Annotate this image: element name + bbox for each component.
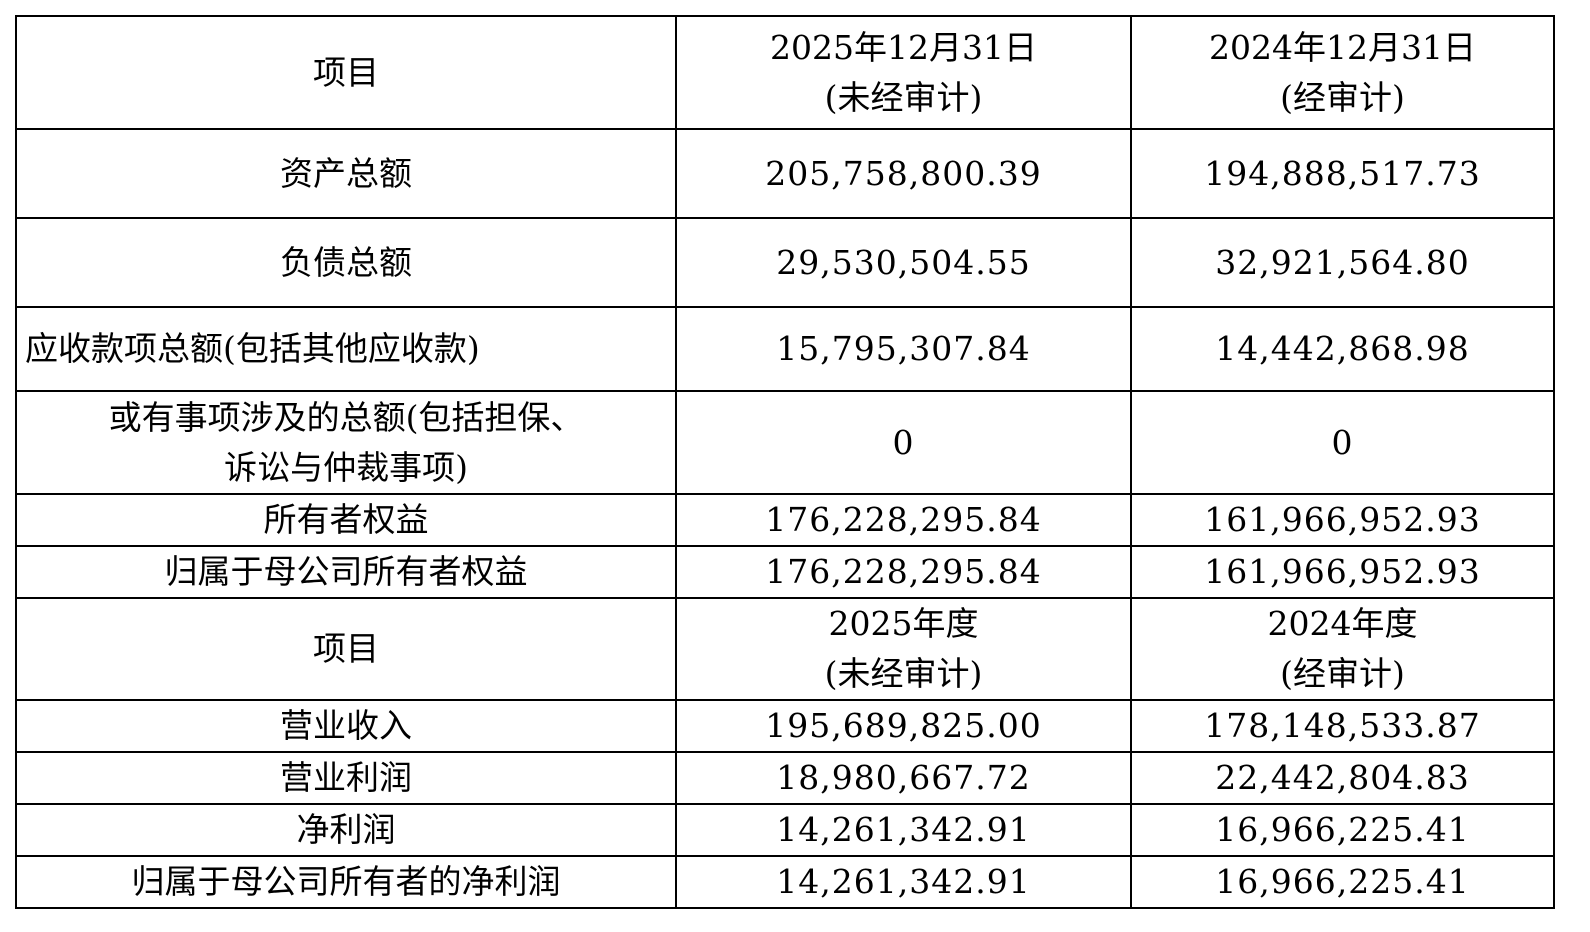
row-label: 营业利润	[15, 751, 677, 805]
value-2024: 0	[1130, 390, 1555, 495]
table-row: 负债总额 29,530,504.55 32,921,564.80	[15, 217, 1555, 308]
header-2025: 2025年12月31日 (未经审计)	[675, 15, 1132, 130]
header-2025: 2025年度 (未经审计)	[675, 597, 1132, 701]
table-row: 所有者权益 176,228,295.84 161,966,952.93	[15, 493, 1555, 547]
financial-summary-table: 项目 2025年12月31日 (未经审计) 2024年12月31日 (经审计) …	[15, 15, 1555, 909]
value-2024: 16,966,225.41	[1130, 803, 1555, 857]
value-2025: 195,689,825.00	[675, 699, 1132, 753]
value-2024: 161,966,952.93	[1130, 545, 1555, 599]
value-2024: 14,442,868.98	[1130, 306, 1555, 392]
table-row: 营业收入 195,689,825.00 178,148,533.87	[15, 699, 1555, 753]
income-header-row: 项目 2025年度 (未经审计) 2024年度 (经审计)	[15, 597, 1555, 701]
value-2025: 176,228,295.84	[675, 545, 1132, 599]
row-label: 负债总额	[15, 217, 677, 308]
value-2025: 205,758,800.39	[675, 128, 1132, 219]
balance-header-row: 项目 2025年12月31日 (未经审计) 2024年12月31日 (经审计)	[15, 15, 1555, 130]
header-2024: 2024年度 (经审计)	[1130, 597, 1555, 701]
row-label: 资产总额	[15, 128, 677, 219]
value-2025: 18,980,667.72	[675, 751, 1132, 805]
header-2024: 2024年12月31日 (经审计)	[1130, 15, 1555, 130]
value-2025: 15,795,307.84	[675, 306, 1132, 392]
value-2024: 178,148,533.87	[1130, 699, 1555, 753]
row-label: 归属于母公司所有者的净利润	[15, 855, 677, 909]
header-item: 项目	[15, 597, 677, 701]
value-2025: 14,261,342.91	[675, 803, 1132, 857]
table-row: 或有事项涉及的总额(包括担保、 诉讼与仲裁事项) 0 0	[15, 390, 1555, 495]
value-2025: 176,228,295.84	[675, 493, 1132, 547]
table-row: 营业利润 18,980,667.72 22,442,804.83	[15, 751, 1555, 805]
value-2024: 194,888,517.73	[1130, 128, 1555, 219]
table-row: 净利润 14,261,342.91 16,966,225.41	[15, 803, 1555, 857]
table-row: 应收款项总额(包括其他应收款) 15,795,307.84 14,442,868…	[15, 306, 1555, 392]
row-label: 应收款项总额(包括其他应收款)	[15, 306, 677, 392]
value-2025: 29,530,504.55	[675, 217, 1132, 308]
table-row: 资产总额 205,758,800.39 194,888,517.73	[15, 128, 1555, 219]
row-label: 所有者权益	[15, 493, 677, 547]
value-2025: 14,261,342.91	[675, 855, 1132, 909]
value-2024: 16,966,225.41	[1130, 855, 1555, 909]
header-item: 项目	[15, 15, 677, 130]
value-2024: 32,921,564.80	[1130, 217, 1555, 308]
row-label: 或有事项涉及的总额(包括担保、 诉讼与仲裁事项)	[15, 390, 677, 495]
value-2024: 161,966,952.93	[1130, 493, 1555, 547]
table-row: 归属于母公司所有者权益 176,228,295.84 161,966,952.9…	[15, 545, 1555, 599]
value-2025: 0	[675, 390, 1132, 495]
row-label: 归属于母公司所有者权益	[15, 545, 677, 599]
row-label: 营业收入	[15, 699, 677, 753]
row-label: 净利润	[15, 803, 677, 857]
value-2024: 22,442,804.83	[1130, 751, 1555, 805]
table-row: 归属于母公司所有者的净利润 14,261,342.91 16,966,225.4…	[15, 855, 1555, 909]
